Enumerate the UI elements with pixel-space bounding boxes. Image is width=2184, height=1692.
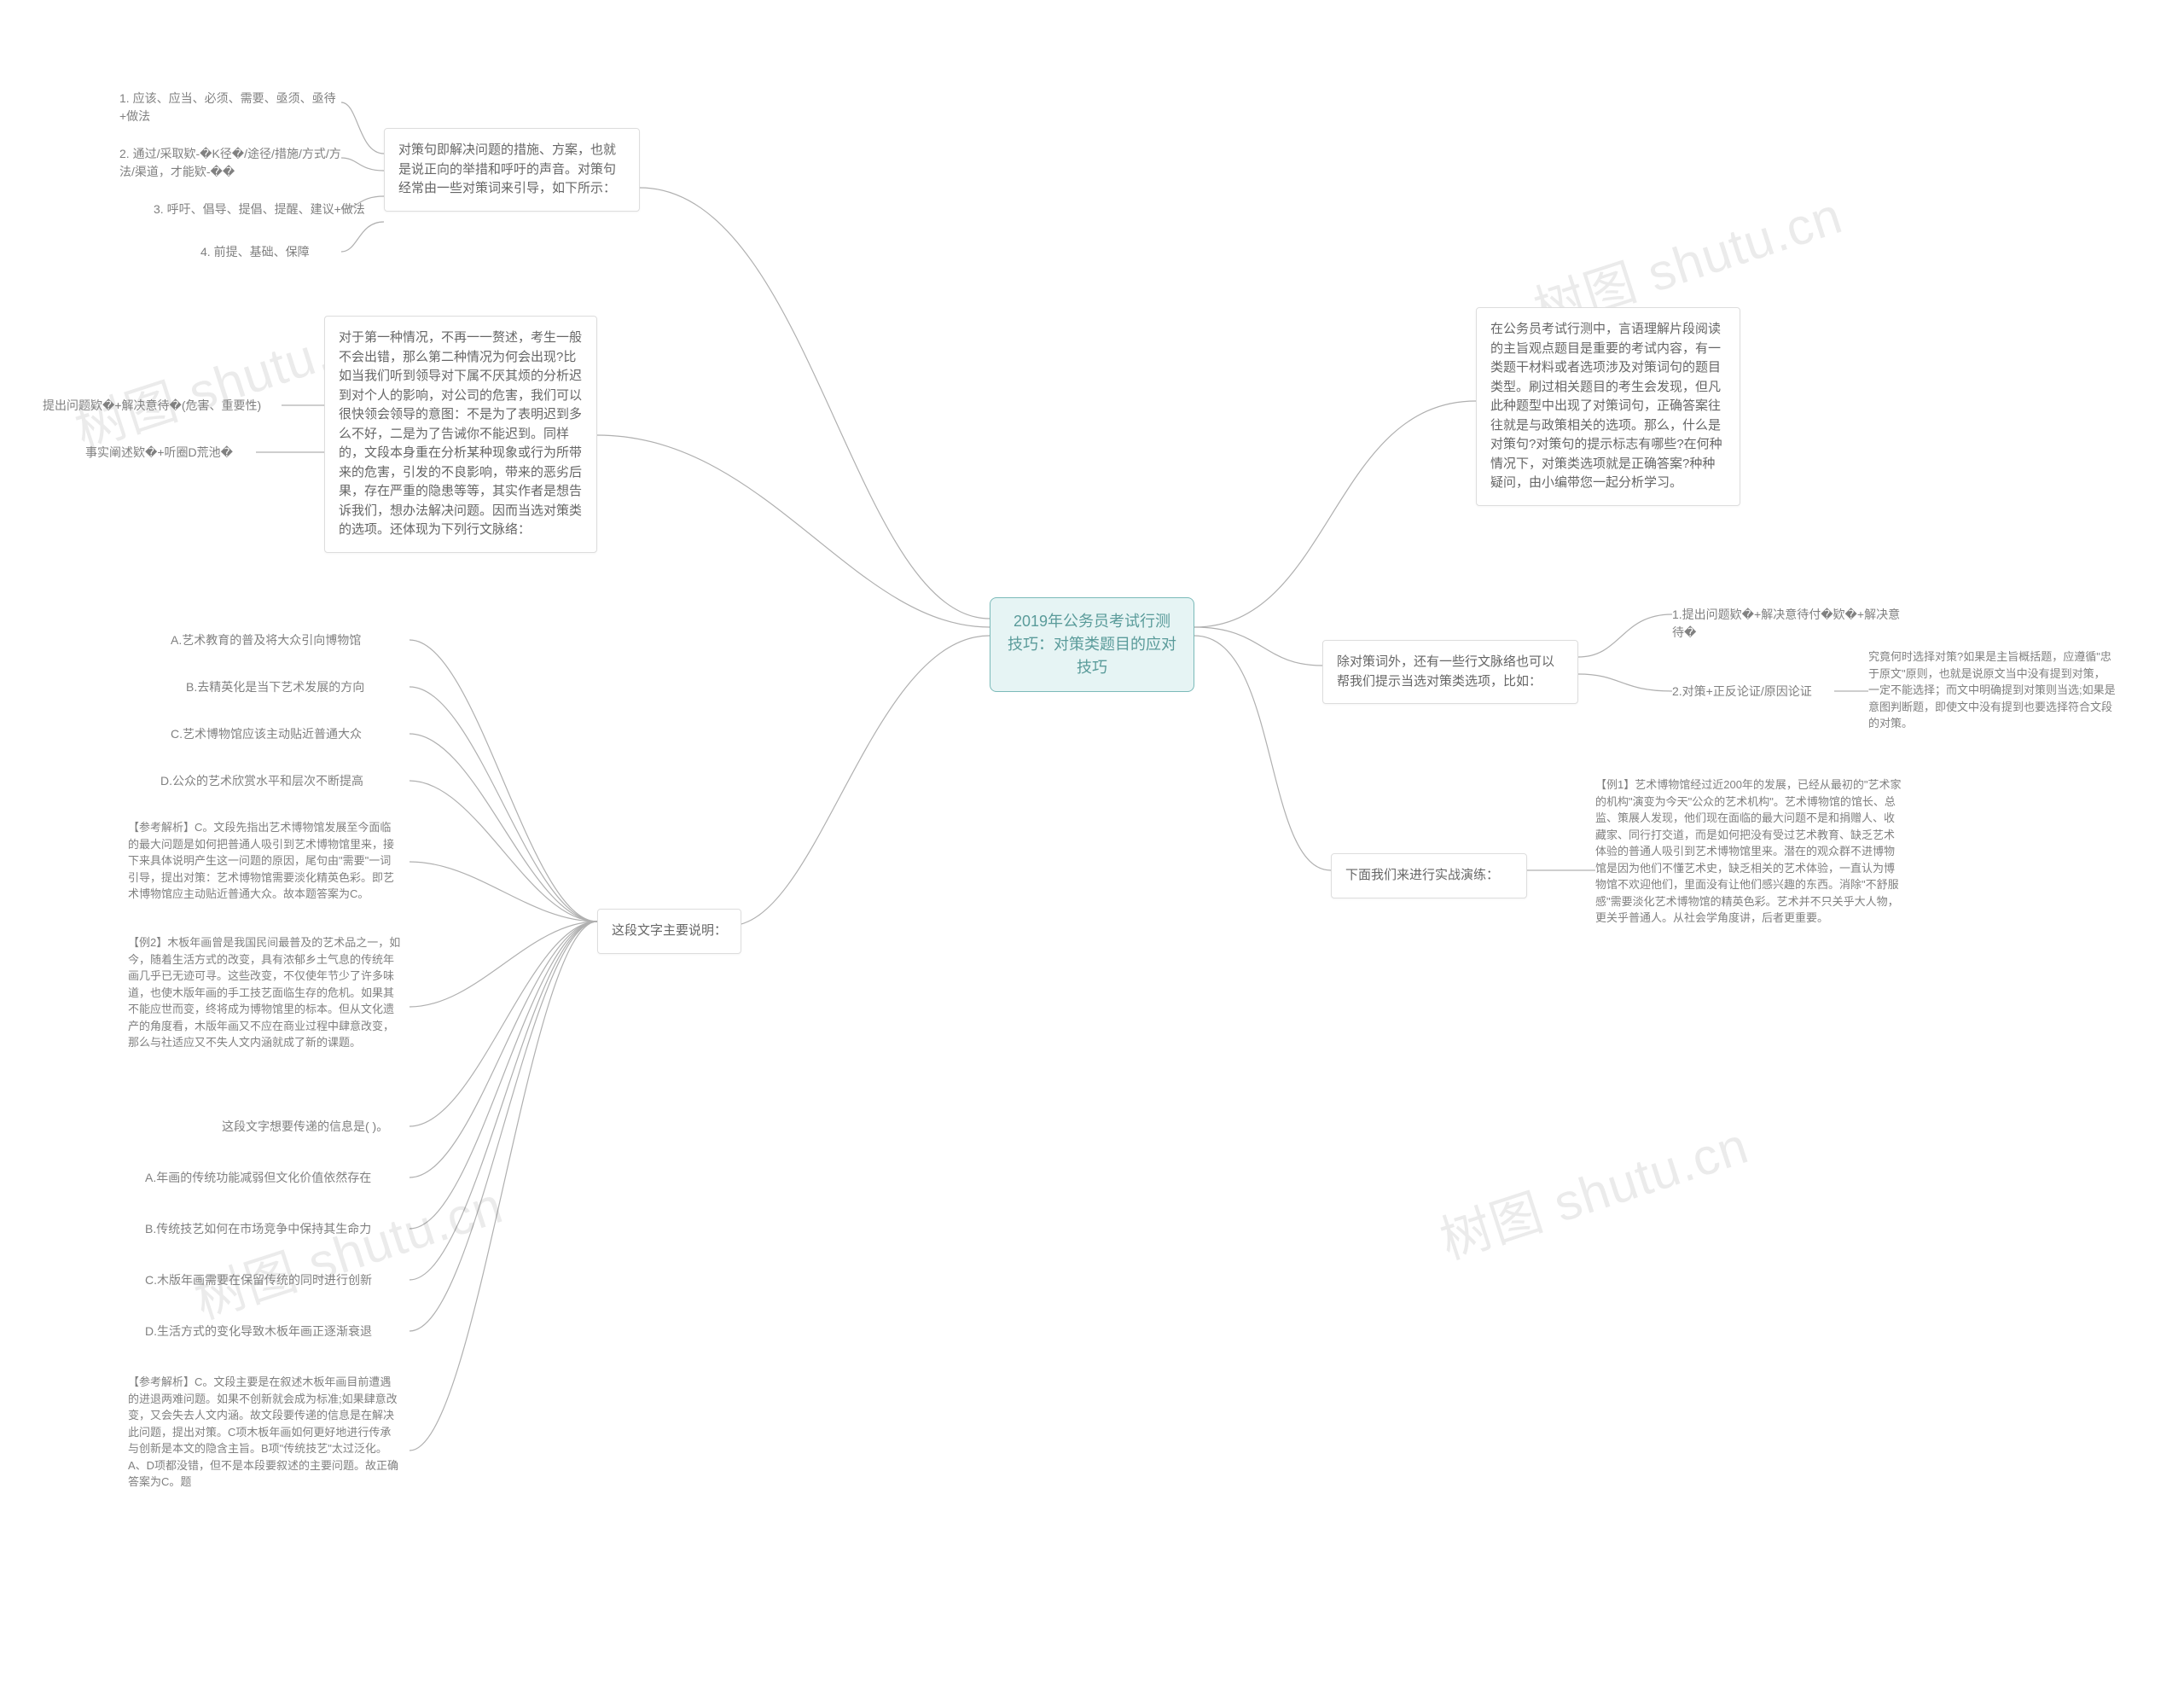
right-example1[interactable]: 【例1】艺术博物馆经过近200年的发展，已经从最初的"艺术家的机构"演变为今天"… (1595, 776, 1902, 927)
right-patterns[interactable]: 除对策词外，还有一些行文脉络也可以帮我们提示当选对策类选项，比如： (1322, 640, 1578, 704)
watermark: 树图 shutu.cn (1430, 1104, 1757, 1273)
watermark: 树图 shutu.cn (184, 1164, 511, 1333)
left-def-item-4[interactable]: 4. 前提、基础、保障 (200, 243, 310, 261)
analysis-1[interactable]: 【参考解析】C。文段先指出艺术博物馆发展至今面临的最大问题是如何把普通人吸引到艺… (128, 819, 401, 903)
option-b[interactable]: B.去精英化是当下艺术发展的方向 (186, 678, 364, 696)
right-intro[interactable]: 在公务员考试行测中，言语理解片段阅读的主旨观点题目是重要的考试内容，有一类题干材… (1476, 307, 1740, 506)
left-analysis-item-1[interactable]: 提出问题欵�+解决意待�(危害、重要性) (43, 397, 290, 415)
question-2[interactable]: 这段文字想要传递的信息是( )。 (222, 1118, 388, 1136)
left-def-item-1[interactable]: 1. 应该、应当、必须、需要、亟须、亟待+做法 (119, 90, 341, 125)
left-def-item-3[interactable]: 3. 呼吁、倡导、提倡、提醒、建议+做法 (154, 201, 365, 218)
right-pattern-2[interactable]: 2.对策+正反论证/原因论证 (1672, 683, 1812, 701)
option-c[interactable]: C.艺术博物馆应该主动贴近普通大众 (171, 725, 362, 743)
example-2[interactable]: 【例2】木板年画曾是我国民间最普及的艺术品之一，如今，随着生活方式的改变，具有浓… (128, 934, 401, 1051)
option-d2[interactable]: D.生活方式的变化导致木板年画正逐渐衰退 (145, 1323, 372, 1340)
left-explain[interactable]: 这段文字主要说明： (597, 909, 741, 954)
option-b2[interactable]: B.传统技艺如何在市场竞争中保持其生命力 (145, 1220, 371, 1238)
left-def-item-2[interactable]: 2. 通过/采取欵-�K径�/途径/措施/方式/方法/渠道，才能欵-�� (119, 145, 341, 181)
analysis-2[interactable]: 【参考解析】C。文段主要是在叙述木板年画目前遭遇的进退两难问题。如果不创新就会成… (128, 1374, 401, 1491)
left-definition[interactable]: 对策句即解决问题的措施、方案，也就是说正向的举措和呼吁的声音。对策句经常由一些对… (384, 128, 640, 212)
option-a[interactable]: A.艺术教育的普及将大众引向博物馆 (171, 631, 361, 649)
left-analysis[interactable]: 对于第一种情况，不再一一赘述，考生一般不会出错，那么第二种情况为何会出现?比如当… (324, 316, 597, 553)
right-pattern-1[interactable]: 1.提出问题欵�+解决意待付�欵�+解决意待� (1672, 606, 1911, 642)
right-practice[interactable]: 下面我们来进行实战演练： (1331, 853, 1527, 898)
option-a2[interactable]: A.年画的传统功能减弱但文化价值依然存在 (145, 1169, 371, 1187)
option-d[interactable]: D.公众的艺术欣赏水平和层次不断提高 (160, 772, 363, 790)
right-pattern-2-note[interactable]: 究竟何时选择对策?如果是主旨概括题，应遵循"忠于原文"原则，也就是说原文当中没有… (1868, 648, 2116, 732)
left-analysis-item-2[interactable]: 事实阐述欵�+听圈D荒池� (85, 444, 233, 462)
center-node[interactable]: 2019年公务员考试行测技巧：对策类题目的应对技巧 (990, 597, 1194, 692)
option-c2[interactable]: C.木版年画需要在保留传统的同时进行创新 (145, 1271, 372, 1289)
